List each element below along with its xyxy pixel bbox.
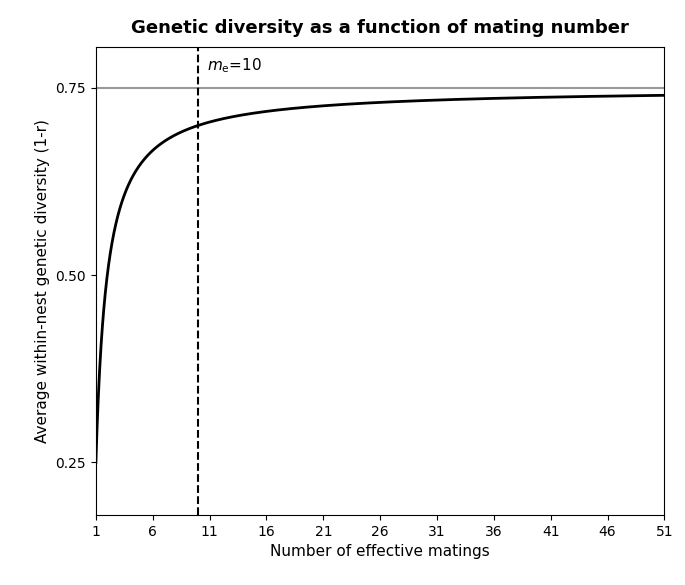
X-axis label: Number of effective matings: Number of effective matings xyxy=(271,544,490,559)
Y-axis label: Average within-nest genetic diversity (1-r): Average within-nest genetic diversity (1… xyxy=(35,119,50,443)
Title: Genetic diversity as a function of mating number: Genetic diversity as a function of matin… xyxy=(132,19,629,37)
Text: $m_{\mathrm{e}}$=10: $m_{\mathrm{e}}$=10 xyxy=(208,56,262,74)
